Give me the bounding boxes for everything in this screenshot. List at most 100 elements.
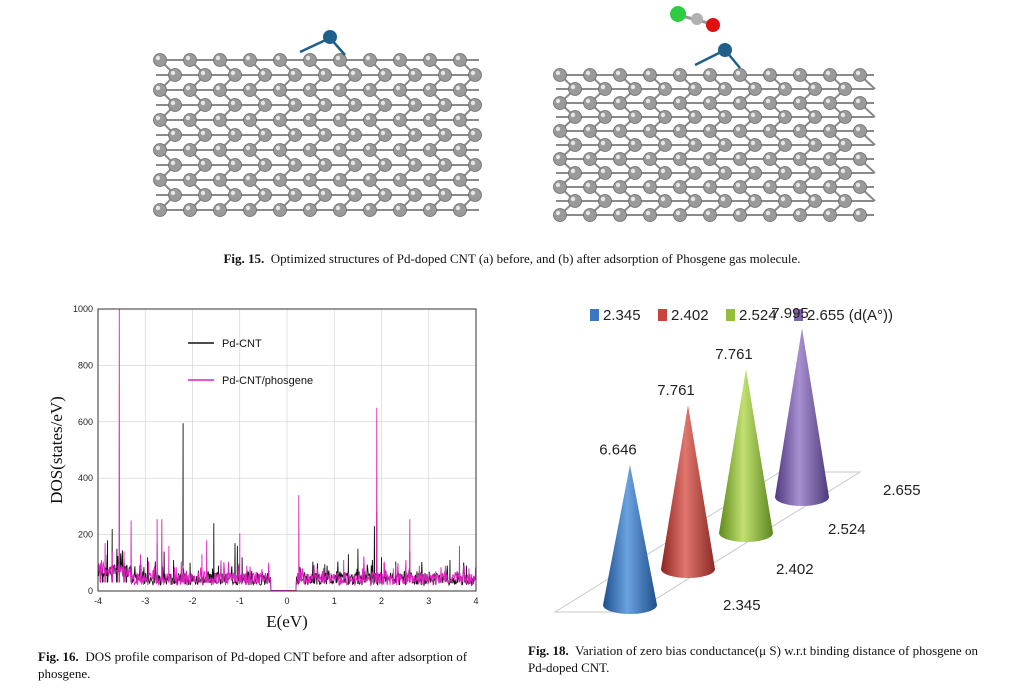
carbon-atom [228,68,242,82]
carbon-highlight [600,112,606,118]
carbon-atom [168,68,182,82]
carbon-highlight [425,85,431,91]
carbon-atom [198,98,212,112]
carbon-atom [153,143,167,157]
carbon-highlight [200,190,206,196]
carbon-highlight [470,100,476,106]
carbon-highlight [750,84,756,90]
carbon-atom [318,98,332,112]
carbon-atom [303,173,317,187]
carbon-atom [598,82,612,96]
carbon-atom [703,152,717,166]
carbon-highlight [200,130,206,136]
dos-series-group [97,308,477,591]
carbon-atom [853,68,867,82]
carbon-highlight [705,70,711,76]
carbon-atom [153,113,167,127]
carbon-highlight [750,140,756,146]
carbon-atom [363,83,377,97]
carbon-atom [613,68,627,82]
carbon-highlight [440,190,446,196]
carbon-atom [408,128,422,142]
carbon-highlight [645,210,651,216]
carbon-atom [453,53,467,67]
carbon-highlight [290,130,296,136]
carbon-highlight [215,85,221,91]
carbon-atom [823,124,837,138]
carbon-atom [438,188,452,202]
legend-swatch [726,309,735,321]
carbon-highlight [705,126,711,132]
carbon-atom [168,188,182,202]
carbon-highlight [675,210,681,216]
carbon-highlight [630,196,636,202]
carbon-highlight [320,190,326,196]
y-tick-label: 800 [78,360,93,370]
carbon-highlight [155,115,161,121]
carbon-atom [808,82,822,96]
carbon-atom [213,173,227,187]
carbon-highlight [170,130,176,136]
carbon-highlight [335,205,341,211]
carbon-highlight [780,140,786,146]
dos-legend: Pd-CNT Pd-CNT/phosgene [188,338,313,387]
carbon-atom [198,158,212,172]
carbon-atom [273,143,287,157]
carbon-highlight [810,84,816,90]
figure-15-caption: Fig. 15. Optimized structures of Pd-dope… [0,250,1024,267]
carbon-atom [288,188,302,202]
carbon-highlight [335,85,341,91]
dos-axes: -4 -3 -2 -1 0 1 2 3 4 0 200 400 600 800 1000 E(eV) DOS(s… [47,304,479,631]
carbon-highlight [735,154,741,160]
carbon-atom [808,110,822,124]
carbon-highlight [675,182,681,188]
carbon-atom [213,143,227,157]
carbon-atom [393,173,407,187]
carbon-atom [213,53,227,67]
carbon-atom [468,68,482,82]
carbon-atom [348,98,362,112]
carbon-highlight [765,70,771,76]
carbon-highlight [645,154,651,160]
carbon-highlight [230,70,236,76]
x-tick-label: 1 [332,596,337,606]
carbon-atom [333,53,347,67]
carbon-atom [273,203,287,217]
carbon-atom [393,53,407,67]
plot-frame [97,308,477,592]
carbon-atom [553,180,567,194]
x-tick-label: -4 [94,596,102,606]
cnt-after-structure [553,6,876,222]
carbon-highlight [185,85,191,91]
carbon-highlight [380,130,386,136]
carbon-atom [453,113,467,127]
carbon-highlight [170,190,176,196]
carbon-highlight [470,190,476,196]
carbon-highlight [305,55,311,61]
carbon-atom [288,98,302,112]
carbon-atom [273,113,287,127]
carbon-atom [793,180,807,194]
cnt-structures-figure [153,6,876,222]
carbon-highlight [630,112,636,118]
carbon-atom [553,152,567,166]
carbon-highlight [215,145,221,151]
carbon-atom [303,113,317,127]
carbon-highlight [585,98,591,104]
carbon-atom [468,128,482,142]
x-tick-label: 4 [473,596,478,606]
carbon-highlight [245,175,251,181]
carbon-atom [183,113,197,127]
x-tick-label: -3 [141,596,149,606]
carbon-highlight [855,98,861,104]
figure-16-caption: Fig. 16. DOS profile comparison of Pd-do… [38,648,498,682]
carbon-highlight [615,126,621,132]
carbon-atom [228,158,242,172]
cone-bar [661,405,715,578]
carbon-atom [168,128,182,142]
carbon-highlight [350,70,356,76]
carbon-atom [748,110,762,124]
carbon-highlight [810,168,816,174]
cnt-before-structure [153,30,482,217]
carbon-highlight [615,210,621,216]
